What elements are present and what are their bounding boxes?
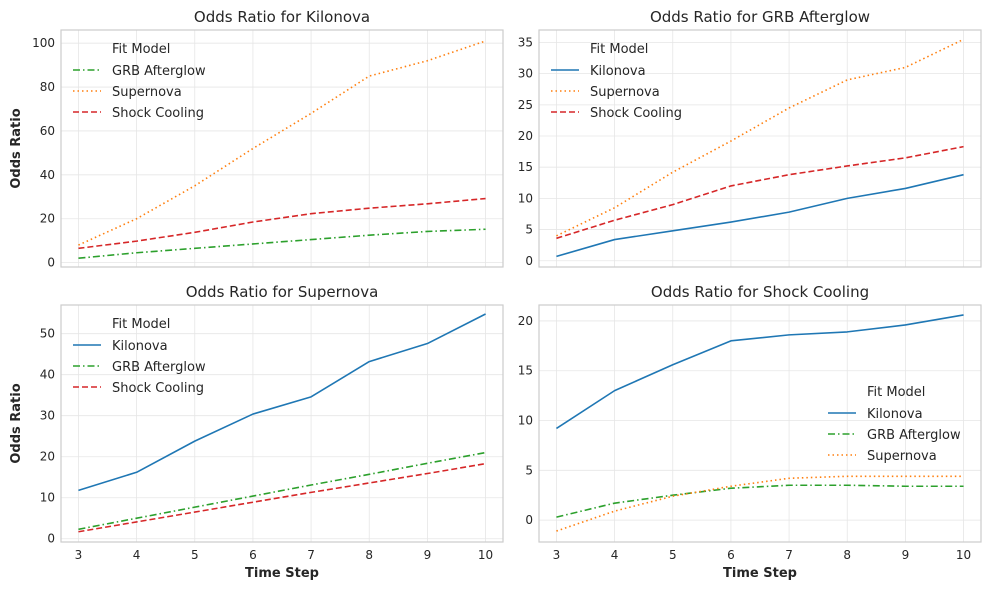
series-line-shock-cooling bbox=[556, 145, 964, 240]
plot-frame bbox=[538, 29, 982, 268]
y-tick-label: 35 bbox=[518, 35, 533, 49]
series-line-grb-afterglow bbox=[78, 228, 486, 260]
y-tick-label: 50 bbox=[40, 327, 55, 341]
legend-label: Shock Cooling bbox=[112, 381, 204, 396]
x-tick-label: 8 bbox=[843, 548, 851, 562]
x-tick-label: 3 bbox=[75, 548, 83, 562]
legend-label: Kilonova bbox=[112, 339, 168, 354]
legend: Fit Model Kilonova GRB Afterglow Shock Cool… bbox=[73, 317, 206, 396]
legend-title: Fit Model bbox=[590, 42, 648, 57]
series-line-shock-cooling bbox=[78, 197, 486, 250]
x-tick-label: 10 bbox=[956, 548, 971, 562]
legend-label: Kilonova bbox=[590, 64, 646, 79]
x-tick-label: 8 bbox=[365, 548, 373, 562]
series-line-shock-cooling bbox=[78, 462, 486, 533]
legend: Fit Model Kilonova Supernova Shock Cooling bbox=[551, 42, 682, 121]
x-tick-label: 4 bbox=[611, 548, 619, 562]
legend-title: Fit Model bbox=[112, 317, 170, 332]
x-tick-label: 4 bbox=[133, 548, 141, 562]
x-tick-label: 6 bbox=[249, 548, 257, 562]
y-tick-label: 30 bbox=[40, 409, 55, 423]
x-tick-label: 6 bbox=[727, 548, 735, 562]
y-tick-label: 15 bbox=[518, 364, 533, 378]
legend-title: Fit Model bbox=[867, 385, 925, 400]
x-tick-label: 9 bbox=[902, 548, 910, 562]
subplot-4: 0 5 10 15 20 3 4 5 6 7 8 9 10 Odds Ratio for Shock Co… bbox=[518, 283, 982, 581]
legend-label: GRB Afterglow bbox=[112, 64, 206, 79]
y-tick-label: 0 bbox=[525, 254, 533, 268]
x-tick-label: 7 bbox=[785, 548, 793, 562]
y-tick-label: 0 bbox=[47, 256, 55, 270]
x-tick-label: 7 bbox=[307, 548, 315, 562]
y-tick-label: 30 bbox=[518, 67, 533, 81]
subplot-title: Odds Ratio for Kilonova bbox=[194, 8, 370, 26]
x-tick-label: 10 bbox=[478, 548, 493, 562]
series-line-kilonova bbox=[78, 313, 486, 492]
x-axis-label: Time Step bbox=[723, 566, 797, 581]
legend-label: Supernova bbox=[112, 85, 182, 100]
y-tick-label: 10 bbox=[518, 191, 533, 205]
y-tick-label: 0 bbox=[525, 513, 533, 527]
plot-frame bbox=[538, 304, 982, 543]
y-tick-label: 40 bbox=[40, 168, 55, 182]
legend-title: Fit Model bbox=[112, 42, 170, 57]
series-line-kilonova bbox=[556, 173, 964, 258]
y-tick-label: 20 bbox=[518, 129, 533, 143]
y-tick-label: 15 bbox=[518, 160, 533, 174]
subplot-title: Odds Ratio for Supernova bbox=[186, 283, 379, 301]
legend-label: Supernova bbox=[867, 449, 937, 464]
subplot-title: Odds Ratio for Shock Cooling bbox=[651, 283, 869, 301]
subplot-2: 0 5 10 15 20 25 30 35 Odds Ratio for GRB Aftergl… bbox=[518, 8, 982, 268]
y-axis-label: Odds Ratio bbox=[9, 108, 24, 188]
y-tick-label: 20 bbox=[518, 314, 533, 328]
y-tick-label: 5 bbox=[525, 223, 533, 237]
subplot-title: Odds Ratio for GRB Afterglow bbox=[650, 8, 870, 26]
x-tick-label: 3 bbox=[553, 548, 561, 562]
y-tick-label: 20 bbox=[40, 450, 55, 464]
series-line-kilonova bbox=[556, 314, 964, 430]
y-tick-label: 40 bbox=[40, 368, 55, 382]
y-tick-label: 0 bbox=[47, 532, 55, 546]
y-tick-label: 80 bbox=[40, 80, 55, 94]
legend-label: GRB Afterglow bbox=[867, 428, 961, 443]
y-tick-label: 60 bbox=[40, 124, 55, 138]
subplot-1: 0 20 40 60 80 100 Odds Ratio for Kilonova Odds … bbox=[9, 8, 504, 270]
legend-label: Kilonova bbox=[867, 407, 923, 422]
y-tick-label: 5 bbox=[525, 463, 533, 477]
x-axis-label: Time Step bbox=[245, 566, 319, 581]
plot-frame bbox=[60, 304, 504, 543]
x-tick-label: 5 bbox=[669, 548, 677, 562]
legend-label: Shock Cooling bbox=[590, 106, 682, 121]
legend-label: Supernova bbox=[590, 85, 660, 100]
y-tick-label: 10 bbox=[40, 491, 55, 505]
series-line-supernova bbox=[556, 475, 964, 532]
y-tick-label: 10 bbox=[518, 414, 533, 428]
legend: Fit Model Kilonova GRB Afterglow Supernova bbox=[828, 385, 961, 464]
legend: Fit Model GRB Afterglow Supernova Shock Coo… bbox=[73, 42, 206, 121]
series-line-grb-afterglow bbox=[556, 484, 964, 518]
legend-label: GRB Afterglow bbox=[112, 360, 206, 375]
x-tick-label: 5 bbox=[191, 548, 199, 562]
y-tick-label: 20 bbox=[40, 212, 55, 226]
subplot-3: 0 10 20 30 40 50 3 4 5 6 7 8 9 10 Odds Ratio for Super… bbox=[9, 283, 504, 581]
plot-frame bbox=[60, 29, 504, 268]
x-tick-label: 9 bbox=[424, 548, 432, 562]
y-axis-label: Odds Ratio bbox=[9, 383, 24, 463]
legend-label: Shock Cooling bbox=[112, 106, 204, 121]
series-line-grb-afterglow bbox=[78, 451, 486, 531]
y-tick-label: 100 bbox=[32, 36, 55, 50]
y-tick-label: 25 bbox=[518, 98, 533, 112]
